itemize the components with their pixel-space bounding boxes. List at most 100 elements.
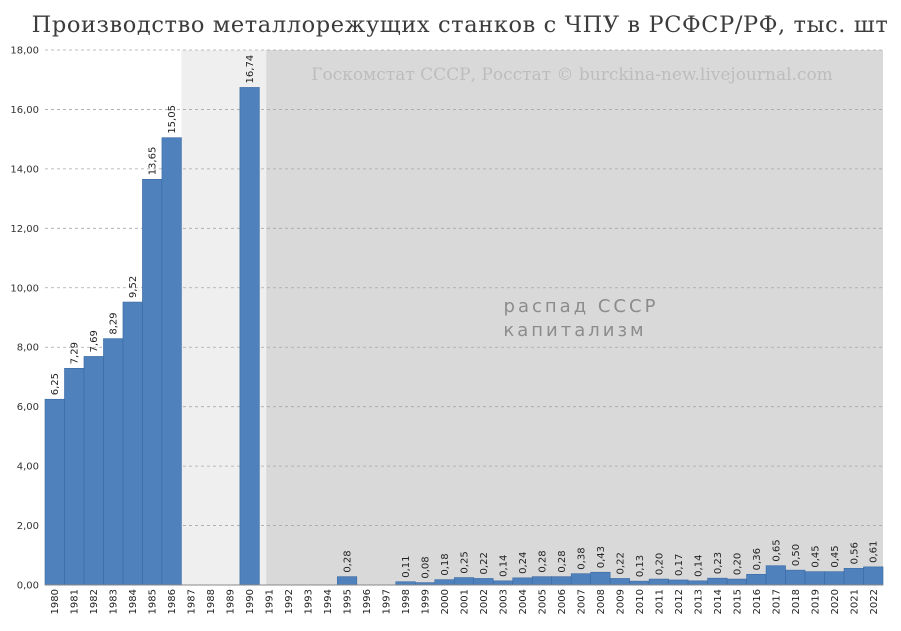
- x-tick-label: 1990: [245, 589, 256, 614]
- bar: [863, 566, 884, 586]
- x-tick-label: 1983: [109, 589, 120, 614]
- bar: [453, 577, 475, 586]
- bar: [746, 573, 767, 586]
- y-tick-label: 18,00: [10, 46, 39, 57]
- bar: [726, 578, 747, 586]
- bar: [629, 580, 650, 586]
- data-label: 0,28: [537, 550, 548, 572]
- x-tick-label: 2009: [615, 589, 626, 614]
- bar: [122, 301, 143, 586]
- x-tick-label: 1986: [167, 589, 178, 614]
- bar: [531, 576, 552, 586]
- x-tick-label: 2007: [576, 589, 587, 614]
- bar: [492, 580, 514, 586]
- x-tick-label: 1993: [304, 589, 315, 614]
- data-label: 0,65: [771, 539, 782, 561]
- x-tick-label: 2010: [635, 589, 646, 614]
- bar: [434, 579, 455, 586]
- x-tick-label: 1997: [382, 589, 393, 614]
- data-label: 0,50: [791, 544, 802, 566]
- bar: [648, 578, 669, 586]
- bar: [707, 577, 728, 586]
- data-label: 7,29: [70, 342, 81, 364]
- y-tick-label: 10,00: [10, 283, 39, 294]
- y-tick-label: 12,00: [10, 224, 39, 235]
- x-tick-label: 2022: [869, 589, 880, 614]
- x-tick-label: 2003: [498, 589, 509, 614]
- data-label: 0,20: [654, 553, 665, 575]
- y-tick-label: 4,00: [17, 462, 39, 473]
- era-note-line-2: капитализм: [503, 320, 646, 341]
- data-label: 0,14: [498, 555, 509, 577]
- data-label: 0,23: [713, 552, 724, 574]
- data-label: 7,69: [89, 330, 100, 352]
- source-note: Госкомстат СССР, Росстат © burckina-new.…: [311, 65, 833, 85]
- data-label: 0,45: [830, 545, 841, 567]
- bar: [609, 578, 630, 586]
- data-label: 0,28: [557, 550, 568, 572]
- x-tick-label: 1982: [89, 589, 100, 614]
- data-label: 0,24: [518, 552, 529, 574]
- x-tick-label: 2012: [674, 589, 685, 614]
- bar: [687, 580, 708, 586]
- y-tick-label: 2,00: [17, 521, 39, 532]
- bar: [512, 577, 533, 586]
- x-tick-label: 2018: [791, 589, 802, 614]
- data-label: 0,36: [752, 548, 763, 570]
- x-tick-label: 2019: [810, 589, 821, 614]
- bar: [337, 576, 358, 586]
- x-tick-label: 1985: [148, 589, 159, 614]
- x-tick-label: 1992: [284, 589, 295, 614]
- x-tick-label: 2014: [713, 589, 724, 614]
- x-tick-label: 2015: [732, 589, 743, 614]
- bar: [44, 398, 65, 586]
- data-labels: 6,25 7,29 7,69 8,29 9,52 13,65 15,05 16,74 0,28 0…: [50, 55, 880, 579]
- shaded-band: [266, 50, 884, 585]
- y-tick-label: 8,00: [17, 343, 39, 354]
- bar: [473, 578, 494, 586]
- x-tick-label: 2001: [460, 589, 471, 614]
- x-tick-label: 2008: [596, 589, 607, 614]
- x-tick-label: 1994: [323, 589, 334, 614]
- data-label: 0,20: [732, 553, 743, 575]
- x-tick-label: 2000: [440, 589, 451, 614]
- data-label: 0,56: [849, 542, 860, 564]
- data-label: 0,11: [401, 555, 412, 577]
- bar: [551, 576, 572, 586]
- data-label: 0,61: [869, 541, 880, 563]
- data-label: 9,52: [128, 276, 139, 298]
- data-label: 0,17: [674, 554, 685, 576]
- bar: [161, 137, 182, 586]
- x-tick-label: 1988: [206, 589, 217, 614]
- bar: [843, 568, 864, 586]
- x-tick-label: 2020: [830, 589, 841, 614]
- y-tick-label: 6,00: [17, 402, 39, 413]
- bar: [103, 338, 124, 586]
- bar: [590, 571, 611, 586]
- x-tick-label: 2011: [654, 589, 665, 614]
- bar: [142, 178, 163, 586]
- data-label: 0,13: [635, 555, 646, 577]
- x-tick-label: 1991: [265, 589, 276, 614]
- data-label: 15,05: [167, 105, 178, 134]
- data-label: 0,45: [810, 545, 821, 567]
- x-tick-label: 1995: [343, 589, 354, 614]
- x-tick-label: 2006: [557, 589, 568, 614]
- era-note-line-1: распад СССР: [504, 296, 659, 317]
- bars: [44, 87, 884, 586]
- bar: [785, 569, 806, 586]
- x-tick-label: 1984: [128, 589, 139, 614]
- gridlines: [45, 49, 883, 526]
- x-tick-labels: 1980 1981 1982 1983 1984 1985 1986 1987 1988 1989…: [50, 589, 880, 614]
- y-tick-label: 0,00: [17, 581, 39, 592]
- chart-title: Производство металлорежущих станков с ЧП…: [32, 12, 889, 38]
- x-tick-label: 2005: [537, 589, 548, 614]
- data-label: 0,18: [440, 553, 451, 575]
- x-tick-label: 2013: [693, 589, 704, 614]
- x-tick-label: 2004: [518, 589, 529, 614]
- x-tick-label: 1981: [70, 589, 81, 614]
- bar: [83, 356, 104, 586]
- bar: [824, 571, 845, 586]
- data-label: 13,65: [148, 147, 159, 176]
